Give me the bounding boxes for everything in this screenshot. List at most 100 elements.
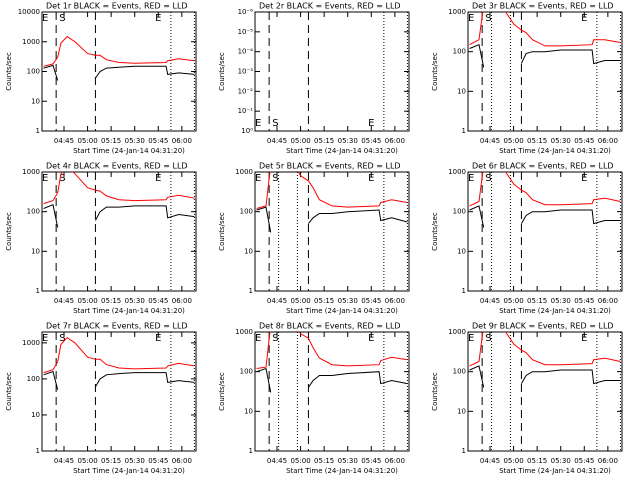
x-tick-label: 05:30 [338, 137, 358, 145]
annotation: S [59, 173, 65, 184]
x-tick-label: 05:00 [503, 137, 523, 145]
annotation: E [42, 173, 48, 184]
y-tick-label: 10⁻⁶ [238, 8, 254, 16]
chart-title: Det 4r BLACK = Events, RED = LLD [46, 162, 188, 171]
y-tick-label: 100 [27, 375, 40, 383]
y-tick-label: 10 [457, 407, 466, 415]
x-tick-label: 05:00 [503, 457, 523, 465]
y-tick-label: 10 [31, 411, 40, 419]
x-tick-label: 05:30 [125, 297, 145, 305]
x-tick-label: 06:00 [385, 137, 405, 145]
y-tick-label: 1000 [235, 328, 253, 336]
series-line [43, 370, 195, 390]
y-tick-label: 100 [453, 48, 466, 56]
y-tick-label: 10 [457, 87, 466, 95]
x-tick-label: 04:45 [480, 137, 500, 145]
annotation: E [581, 173, 587, 184]
y-axis-label: Counts/sec [5, 212, 13, 251]
x-tick-label: 05:45 [574, 297, 594, 305]
series-line [43, 336, 195, 374]
y-tick-label: 10⁻¹ [238, 107, 254, 115]
y-tick-label: 10 [31, 247, 40, 255]
x-tick-label: 05:15 [527, 297, 547, 305]
x-tick-label: 04:45 [267, 297, 287, 305]
x-axis-label: Start Time (24-Jan-14 04:31:20) [73, 467, 185, 475]
x-tick-label: 06:00 [598, 457, 618, 465]
x-tick-label: 06:00 [385, 457, 405, 465]
series-line [43, 64, 195, 81]
x-tick-label: 05:15 [101, 457, 121, 465]
annotation: S [59, 333, 65, 344]
x-tick-label: 05:00 [503, 297, 523, 305]
plot-frame [467, 11, 623, 132]
annotation: S [272, 118, 278, 129]
plot-frame [467, 171, 623, 292]
series-line [256, 172, 408, 209]
x-tick-label: 05:15 [101, 137, 121, 145]
panel: Det 1r BLACK = Events, RED = LLD Start Ti… [5, 2, 197, 155]
x-axis-label: Start Time (24-Jan-14 04:31:20) [73, 307, 185, 315]
chart-title: Det 8r BLACK = Events, RED = LLD [259, 322, 401, 331]
plot-frame [254, 171, 410, 292]
x-tick-label: 05:30 [125, 457, 145, 465]
y-tick-label: 10 [244, 407, 253, 415]
panel: Det 8r BLACK = Events, RED = LLD Start Ti… [218, 322, 410, 475]
y-tick-label: 10000 [18, 8, 40, 16]
x-tick-label: 05:45 [574, 137, 594, 145]
x-axis-label: Start Time (24-Jan-14 04:31:20) [286, 467, 398, 475]
x-tick-label: 05:45 [148, 297, 168, 305]
chart-title: Det 3r BLACK = Events, RED = LLD [472, 2, 614, 11]
series-line [469, 365, 621, 388]
series-line [469, 44, 621, 68]
y-tick-label: 1000 [22, 38, 40, 46]
annotation: S [485, 13, 491, 24]
y-axis-label: Counts/sec [5, 372, 13, 411]
x-tick-label: 05:00 [290, 297, 310, 305]
x-tick-label: 05:45 [361, 297, 381, 305]
y-axis-label: Counts/sec [218, 372, 226, 411]
y-tick-label: 1000 [448, 8, 466, 16]
y-tick-label: 1000 [448, 168, 466, 176]
y-tick-label: 10 [31, 97, 40, 105]
panel: Det 4r BLACK = Events, RED = LLD Start Ti… [5, 162, 197, 315]
y-tick-label: 1 [36, 447, 40, 455]
plot-frame [467, 331, 623, 452]
chart-title: Det 6r BLACK = Events, RED = LLD [472, 162, 614, 171]
x-tick-label: 05:15 [314, 137, 334, 145]
y-tick-label: 1 [462, 287, 466, 295]
panel: Det 5r BLACK = Events, RED = LLD Start Ti… [218, 162, 410, 315]
series-line [469, 205, 621, 228]
chart-title: Det 9r BLACK = Events, RED = LLD [472, 322, 614, 331]
y-tick-label: 100 [453, 208, 466, 216]
x-tick-label: 05:30 [551, 457, 571, 465]
y-tick-label: 1000 [22, 168, 40, 176]
chart-title: Det 2r BLACK = Events, RED = LLD [259, 2, 401, 11]
series-line [469, 332, 621, 367]
annotation: E [368, 333, 374, 344]
plot-frame [41, 11, 197, 132]
y-axis-label: Counts/sec [431, 212, 439, 251]
y-tick-label: 10⁻⁵ [238, 28, 254, 36]
x-tick-label: 05:30 [551, 137, 571, 145]
x-tick-label: 06:00 [598, 297, 618, 305]
plot-frame [41, 331, 197, 452]
x-axis-label: Start Time (24-Jan-14 04:31:20) [286, 147, 398, 155]
series-line [469, 172, 621, 207]
annotation: E [468, 13, 474, 24]
x-tick-label: 05:00 [77, 137, 97, 145]
y-tick-label: 1 [249, 287, 253, 295]
x-tick-label: 05:45 [574, 457, 594, 465]
annotation: E [368, 173, 374, 184]
y-tick-label: 1 [249, 447, 253, 455]
x-tick-label: 05:30 [338, 297, 358, 305]
y-axis-label: Counts/sec [5, 52, 13, 91]
y-tick-label: 100 [27, 208, 40, 216]
y-tick-label: 10 [244, 247, 253, 255]
series-line [256, 206, 408, 233]
annotation: S [272, 173, 278, 184]
y-tick-label: 10⁰ [241, 127, 253, 135]
y-tick-label: 10⁻⁴ [238, 48, 254, 56]
y-tick-label: 100 [240, 368, 253, 376]
panel: Det 7r BLACK = Events, RED = LLD Start Ti… [5, 322, 197, 475]
